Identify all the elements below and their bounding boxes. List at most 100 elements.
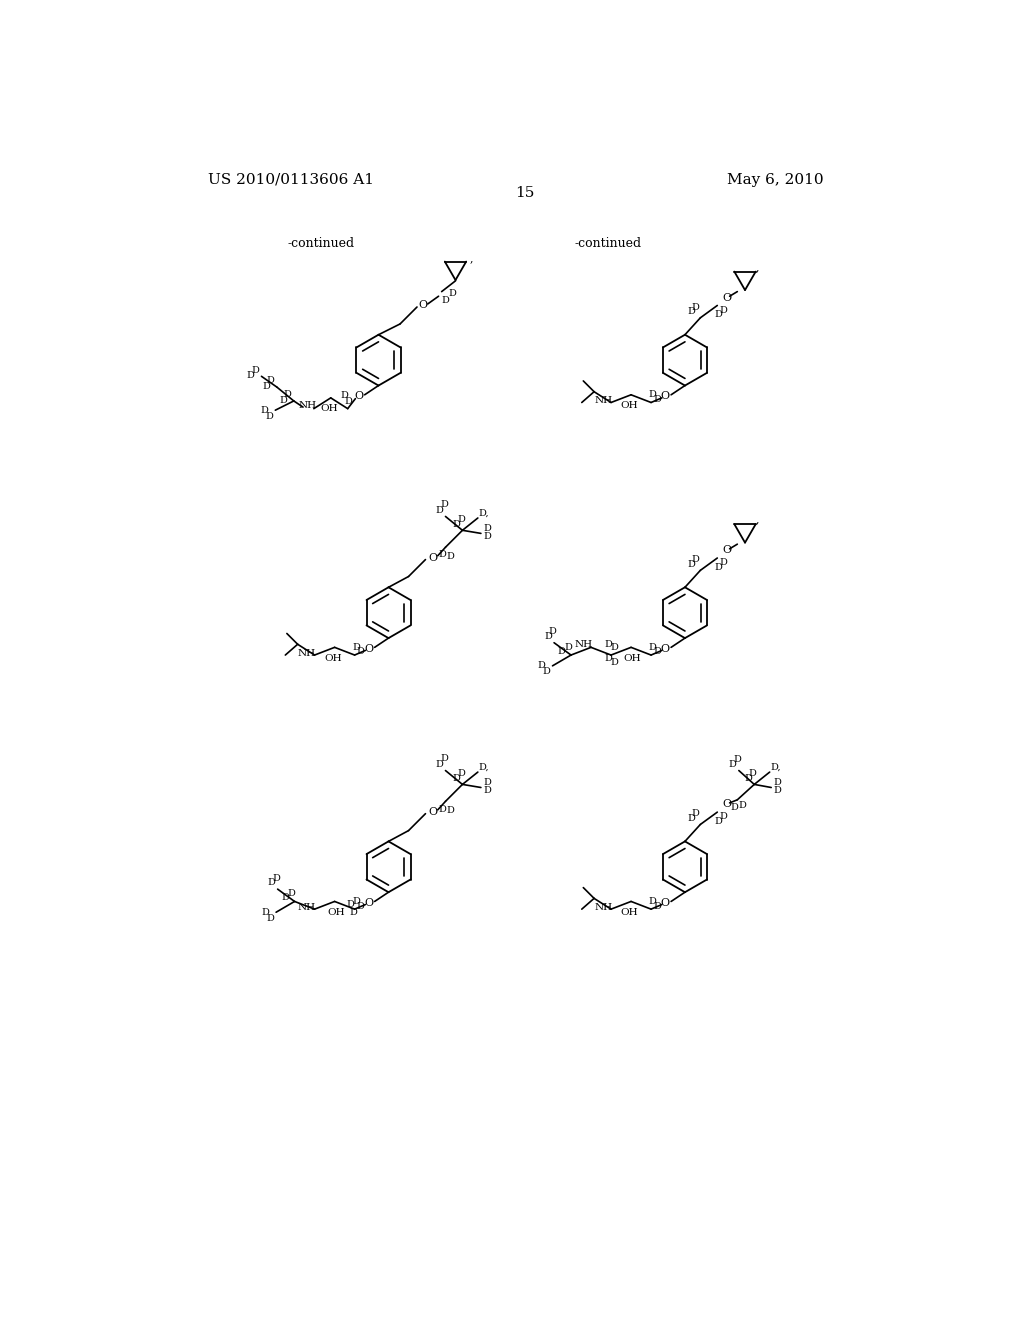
Text: D: D <box>538 661 546 671</box>
Text: NH: NH <box>594 396 612 405</box>
Text: D: D <box>715 817 723 826</box>
Text: D: D <box>558 647 565 656</box>
Text: OH: OH <box>624 653 641 663</box>
Text: D: D <box>483 524 490 533</box>
Text: D: D <box>749 770 757 777</box>
Text: D: D <box>687 560 695 569</box>
Text: OH: OH <box>325 653 342 663</box>
Text: ,: , <box>756 515 759 524</box>
Text: D: D <box>564 643 571 652</box>
Text: D: D <box>457 770 465 777</box>
Text: NH: NH <box>298 903 316 912</box>
Text: D: D <box>352 898 360 906</box>
Text: OH: OH <box>621 401 638 411</box>
Text: D: D <box>267 879 275 887</box>
Text: D: D <box>692 302 699 312</box>
Text: D: D <box>453 520 460 528</box>
Text: D: D <box>453 774 460 783</box>
Text: D,: D, <box>478 763 489 772</box>
Text: D: D <box>543 668 550 676</box>
Text: D: D <box>483 779 490 787</box>
Text: D: D <box>729 760 736 768</box>
Text: D: D <box>435 506 443 515</box>
Text: OH: OH <box>621 908 638 916</box>
Text: D: D <box>744 774 752 783</box>
Text: -continued: -continued <box>574 236 641 249</box>
Text: D: D <box>687 814 695 822</box>
Text: D: D <box>449 289 457 297</box>
Text: D: D <box>440 754 447 763</box>
Text: D: D <box>435 760 443 768</box>
Text: O: O <box>722 545 731 556</box>
Text: D: D <box>282 894 289 902</box>
Text: O: O <box>660 644 670 653</box>
Text: O: O <box>364 644 373 653</box>
Text: D: D <box>340 391 348 400</box>
Text: D: D <box>262 381 270 391</box>
Text: O: O <box>722 800 731 809</box>
Text: D: D <box>715 562 723 572</box>
Text: D: D <box>446 807 454 814</box>
Text: D: D <box>260 407 268 416</box>
Text: D: D <box>438 805 446 813</box>
Text: D: D <box>356 902 365 911</box>
Text: D: D <box>288 890 296 898</box>
Text: D: D <box>720 306 727 314</box>
Text: D: D <box>483 787 490 795</box>
Text: D: D <box>440 500 447 508</box>
Text: D: D <box>247 371 255 380</box>
Text: D: D <box>604 640 612 648</box>
Text: -continued: -continued <box>288 236 355 249</box>
Text: D: D <box>692 556 699 564</box>
Text: D: D <box>730 803 738 812</box>
Text: D: D <box>653 902 662 911</box>
Text: D: D <box>265 412 273 421</box>
Text: D: D <box>653 395 662 404</box>
Text: D: D <box>648 898 656 906</box>
Text: D: D <box>352 643 360 652</box>
Text: O: O <box>722 293 731 302</box>
Text: D: D <box>483 532 490 541</box>
Text: D: D <box>272 874 280 883</box>
Text: D: D <box>692 809 699 818</box>
Text: O: O <box>354 391 364 401</box>
Text: D: D <box>549 627 556 636</box>
Text: D: D <box>280 396 287 405</box>
Text: D: D <box>446 552 454 561</box>
Text: NH: NH <box>574 640 592 648</box>
Text: D: D <box>346 900 354 909</box>
Text: O: O <box>660 391 670 401</box>
Text: May 6, 2010: May 6, 2010 <box>727 173 823 187</box>
Text: OH: OH <box>328 908 345 916</box>
Text: D: D <box>720 812 727 821</box>
Text: D: D <box>261 908 269 916</box>
Text: D: D <box>610 659 618 667</box>
Text: D: D <box>284 391 292 399</box>
Text: D: D <box>344 397 352 407</box>
Text: D: D <box>687 308 695 315</box>
Text: D: D <box>773 787 781 795</box>
Text: O: O <box>429 807 437 817</box>
Text: D: D <box>604 653 612 663</box>
Text: D: D <box>773 779 781 787</box>
Text: ,: , <box>469 252 473 263</box>
Text: D: D <box>738 801 745 810</box>
Text: D: D <box>441 297 450 305</box>
Text: D: D <box>720 558 727 568</box>
Text: O: O <box>429 553 437 564</box>
Text: D: D <box>610 643 618 652</box>
Text: D: D <box>251 366 259 375</box>
Text: D: D <box>653 648 662 656</box>
Text: D: D <box>356 648 365 656</box>
Text: D: D <box>648 643 656 652</box>
Text: D: D <box>715 310 723 319</box>
Text: O: O <box>419 301 428 310</box>
Text: D,: D, <box>478 510 489 517</box>
Text: D: D <box>349 908 357 916</box>
Text: D: D <box>266 913 273 923</box>
Text: D: D <box>544 632 552 642</box>
Text: OH: OH <box>321 404 338 413</box>
Text: O: O <box>660 898 670 908</box>
Text: US 2010/0113606 A1: US 2010/0113606 A1 <box>208 173 374 187</box>
Text: NH: NH <box>594 903 612 912</box>
